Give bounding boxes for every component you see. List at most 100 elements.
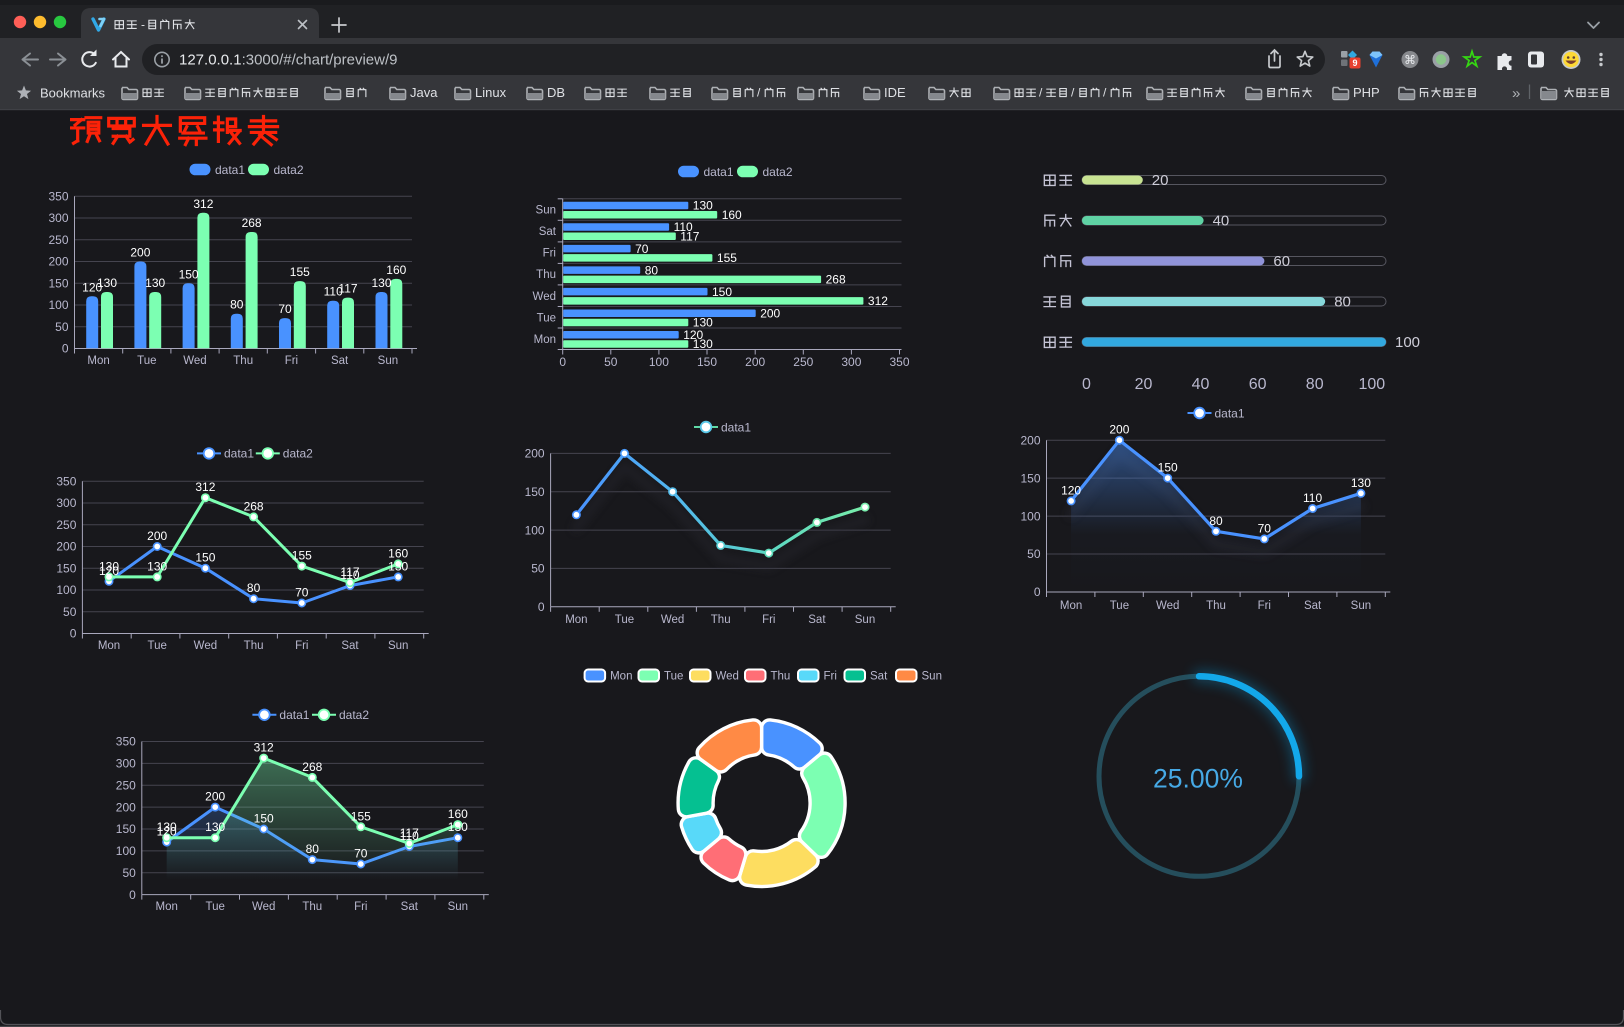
- svg-text:200: 200: [745, 355, 765, 369]
- svg-text:160: 160: [722, 208, 742, 222]
- svg-text:268: 268: [826, 273, 846, 287]
- svg-text:250: 250: [116, 778, 136, 792]
- svg-text:150: 150: [525, 485, 545, 499]
- svg-text:Fri: Fri: [285, 355, 298, 367]
- svg-text:130: 130: [448, 820, 468, 834]
- svg-text:Sun: Sun: [1351, 600, 1371, 612]
- svg-text:155: 155: [290, 265, 310, 279]
- svg-text:Wed: Wed: [716, 671, 739, 683]
- svg-text:200: 200: [48, 255, 68, 269]
- svg-text:250: 250: [56, 518, 76, 532]
- svg-text:Fri: Fri: [543, 248, 556, 260]
- svg-text:»: »: [1512, 85, 1520, 102]
- svg-text:350: 350: [116, 735, 136, 749]
- svg-text:Wed: Wed: [194, 640, 217, 652]
- svg-text:200: 200: [1109, 423, 1129, 437]
- svg-text:268: 268: [242, 216, 262, 230]
- svg-text:130: 130: [99, 559, 119, 573]
- svg-text:Sat: Sat: [539, 226, 557, 238]
- svg-text:0: 0: [538, 600, 545, 614]
- svg-text:130: 130: [693, 337, 713, 351]
- svg-text:data1: data1: [721, 420, 751, 434]
- svg-text:/: /: [1103, 86, 1107, 100]
- svg-text:/: /: [1071, 86, 1075, 100]
- svg-text:130: 130: [693, 316, 713, 330]
- svg-text:0: 0: [559, 355, 566, 369]
- svg-text:200: 200: [1020, 433, 1040, 447]
- svg-text:155: 155: [351, 809, 371, 823]
- svg-text:data2: data2: [274, 163, 304, 177]
- svg-text:/: /: [757, 86, 761, 100]
- svg-text:Mon: Mon: [98, 640, 120, 652]
- svg-text:Fri: Fri: [354, 901, 367, 913]
- svg-text:50: 50: [55, 320, 69, 334]
- svg-text:9: 9: [1352, 58, 1357, 68]
- svg-text:25.00%: 25.00%: [1153, 763, 1243, 793]
- svg-text:data2: data2: [763, 165, 793, 179]
- svg-text:100: 100: [116, 844, 136, 858]
- svg-text:Mon: Mon: [156, 901, 178, 913]
- svg-text:250: 250: [48, 233, 68, 247]
- svg-text:100: 100: [1358, 376, 1385, 393]
- svg-text:130: 130: [145, 276, 165, 290]
- svg-text:40: 40: [1213, 213, 1230, 230]
- svg-text:300: 300: [841, 355, 861, 369]
- svg-text:80: 80: [645, 263, 659, 277]
- svg-text:Sat: Sat: [401, 901, 419, 913]
- svg-text:80: 80: [230, 298, 244, 312]
- svg-text:50: 50: [63, 605, 77, 619]
- svg-text:70: 70: [295, 586, 309, 600]
- svg-text:155: 155: [717, 251, 737, 265]
- svg-text:data1: data1: [279, 708, 309, 722]
- svg-text:50: 50: [1027, 547, 1041, 561]
- svg-text:Tue: Tue: [615, 614, 634, 626]
- svg-text:127.0.0.1:3000/#/chart/preview: 127.0.0.1:3000/#/chart/preview/9: [179, 52, 398, 69]
- svg-text:300: 300: [56, 496, 76, 510]
- svg-text:Mon: Mon: [1060, 600, 1082, 612]
- svg-text:0: 0: [62, 342, 69, 356]
- svg-text:Sat: Sat: [1304, 600, 1322, 612]
- svg-text:100: 100: [525, 523, 545, 537]
- svg-text:Fri: Fri: [295, 640, 308, 652]
- svg-text:110: 110: [324, 285, 343, 299]
- svg-text:100: 100: [48, 298, 68, 312]
- svg-text:100: 100: [1020, 509, 1040, 523]
- svg-text:80: 80: [1334, 294, 1351, 311]
- svg-text:Wed: Wed: [533, 291, 556, 303]
- svg-text:Thu: Thu: [536, 269, 556, 281]
- svg-text:Mon: Mon: [87, 355, 109, 367]
- svg-text:Tue: Tue: [137, 355, 156, 367]
- svg-text:Tue: Tue: [664, 671, 683, 683]
- svg-text:150: 150: [179, 267, 199, 281]
- svg-text:Fri: Fri: [1258, 600, 1271, 612]
- svg-text:Sat: Sat: [870, 671, 888, 683]
- svg-text:0: 0: [1082, 376, 1091, 393]
- svg-text:Linux: Linux: [475, 85, 507, 100]
- svg-text:200: 200: [130, 246, 150, 260]
- svg-text:/: /: [1039, 86, 1043, 100]
- svg-text:160: 160: [388, 546, 408, 560]
- svg-text:150: 150: [56, 561, 76, 575]
- svg-text:Tue: Tue: [148, 640, 167, 652]
- svg-text:250: 250: [793, 355, 813, 369]
- svg-text:data1: data1: [224, 447, 254, 461]
- svg-text:300: 300: [116, 757, 136, 771]
- svg-text:70: 70: [1258, 521, 1272, 535]
- svg-text:Sun: Sun: [388, 640, 408, 652]
- svg-text:Fri: Fri: [824, 671, 837, 683]
- svg-text:150: 150: [195, 551, 215, 565]
- svg-text:data2: data2: [339, 708, 369, 722]
- svg-text:0: 0: [70, 627, 77, 641]
- svg-text:Sun: Sun: [855, 614, 875, 626]
- svg-text:Tue: Tue: [537, 312, 556, 324]
- svg-text:60: 60: [1249, 376, 1267, 393]
- svg-text:130: 130: [388, 559, 408, 573]
- svg-text:80: 80: [1209, 514, 1223, 528]
- svg-text:130: 130: [157, 820, 177, 834]
- svg-text:150: 150: [1020, 471, 1040, 485]
- svg-text:50: 50: [531, 562, 545, 576]
- svg-text:data1: data1: [215, 163, 245, 177]
- svg-text:data2: data2: [283, 447, 313, 461]
- svg-text:data1: data1: [1215, 406, 1245, 420]
- svg-text:110: 110: [1303, 491, 1322, 505]
